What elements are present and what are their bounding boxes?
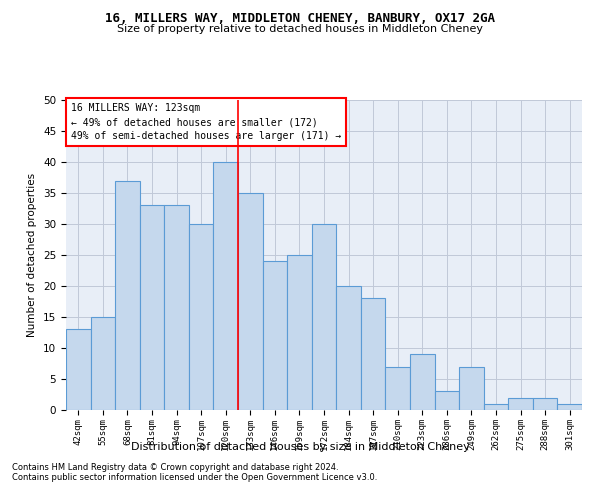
Text: Size of property relative to detached houses in Middleton Cheney: Size of property relative to detached ho…	[117, 24, 483, 34]
Bar	[410, 354, 434, 410]
Text: Contains HM Land Registry data © Crown copyright and database right 2024.: Contains HM Land Registry data © Crown c…	[12, 464, 338, 472]
Bar	[312, 224, 336, 410]
Bar	[459, 366, 484, 410]
Bar	[189, 224, 214, 410]
Bar	[508, 398, 533, 410]
Bar	[336, 286, 361, 410]
Bar	[533, 398, 557, 410]
Bar	[164, 206, 189, 410]
Text: 16, MILLERS WAY, MIDDLETON CHENEY, BANBURY, OX17 2GA: 16, MILLERS WAY, MIDDLETON CHENEY, BANBU…	[105, 12, 495, 26]
Bar	[214, 162, 238, 410]
Bar	[434, 392, 459, 410]
Text: 16 MILLERS WAY: 123sqm
← 49% of detached houses are smaller (172)
49% of semi-de: 16 MILLERS WAY: 123sqm ← 49% of detached…	[71, 103, 341, 141]
Text: Distribution of detached houses by size in Middleton Cheney: Distribution of detached houses by size …	[131, 442, 469, 452]
Bar	[263, 261, 287, 410]
Y-axis label: Number of detached properties: Number of detached properties	[28, 173, 37, 337]
Bar	[238, 193, 263, 410]
Bar	[91, 317, 115, 410]
Text: Contains public sector information licensed under the Open Government Licence v3: Contains public sector information licen…	[12, 474, 377, 482]
Bar	[140, 206, 164, 410]
Bar	[557, 404, 582, 410]
Bar	[484, 404, 508, 410]
Bar	[385, 366, 410, 410]
Bar	[66, 330, 91, 410]
Bar	[287, 255, 312, 410]
Bar	[361, 298, 385, 410]
Bar	[115, 180, 140, 410]
